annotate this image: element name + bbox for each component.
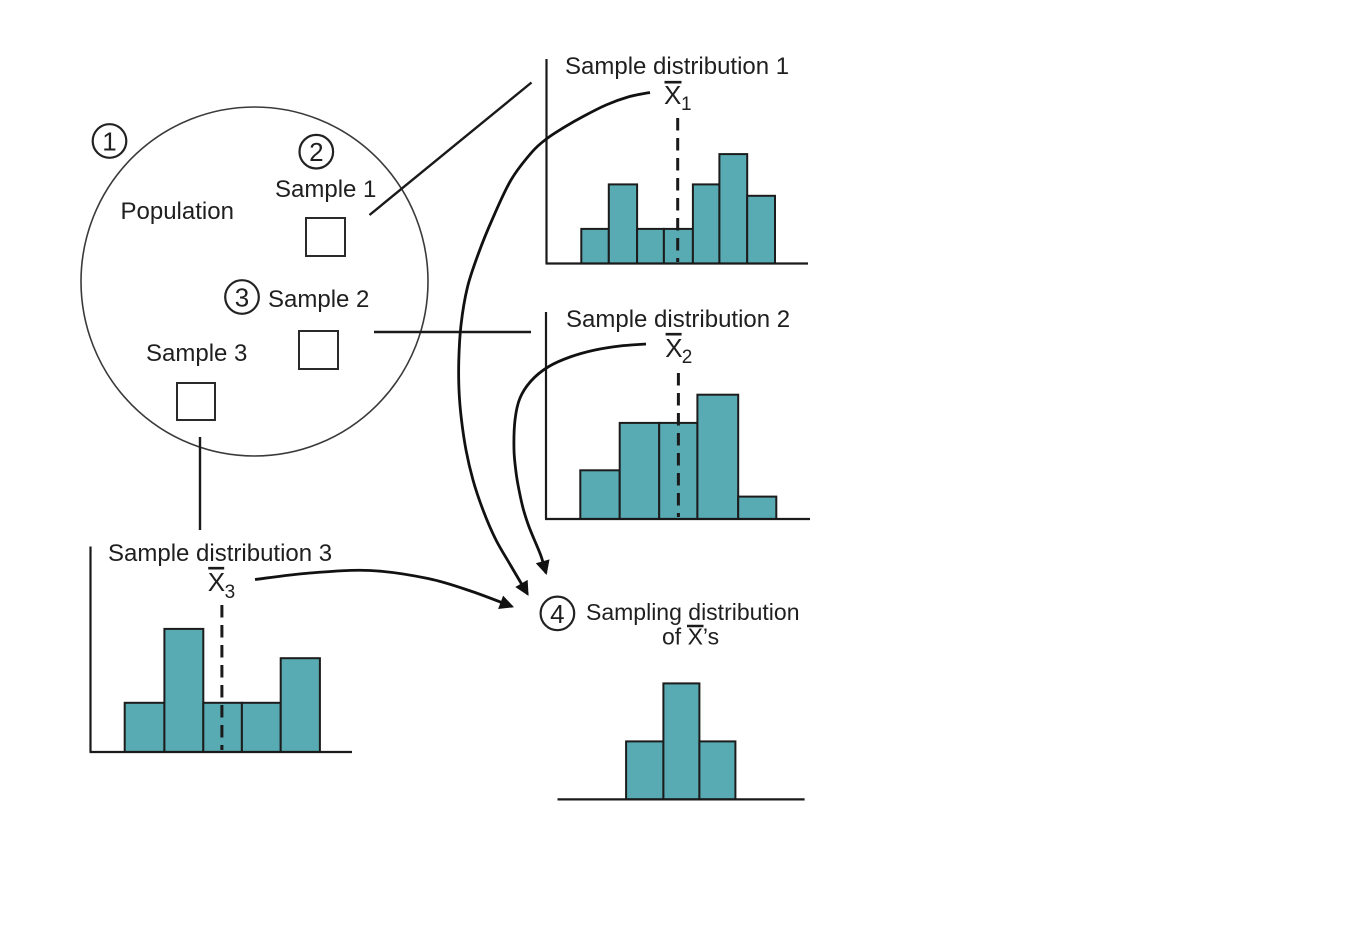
svg-text:Sample 2: Sample 2 [268, 286, 369, 313]
svg-text:Sample 1: Sample 1 [275, 176, 376, 203]
svg-text:3: 3 [225, 582, 236, 603]
svg-text:3: 3 [235, 283, 249, 313]
svg-text:of X’s: of X’s [662, 624, 719, 650]
svg-text:Sample distribution 2: Sample distribution 2 [566, 306, 790, 333]
svg-text:X: X [664, 80, 681, 110]
svg-text:Population: Population [121, 198, 234, 225]
svg-text:1: 1 [681, 94, 692, 115]
svg-text:2: 2 [682, 347, 693, 368]
svg-text:X: X [665, 333, 682, 363]
svg-text:1: 1 [102, 127, 116, 157]
svg-text:Sampling distribution: Sampling distribution [586, 599, 800, 625]
svg-text:Sample distribution 3: Sample distribution 3 [108, 540, 332, 567]
svg-text:X: X [208, 567, 225, 597]
svg-text:Sample 3: Sample 3 [146, 340, 247, 367]
svg-text:Sample distribution 1: Sample distribution 1 [565, 53, 789, 80]
svg-text:4: 4 [550, 599, 564, 629]
svg-text:2: 2 [309, 137, 323, 167]
